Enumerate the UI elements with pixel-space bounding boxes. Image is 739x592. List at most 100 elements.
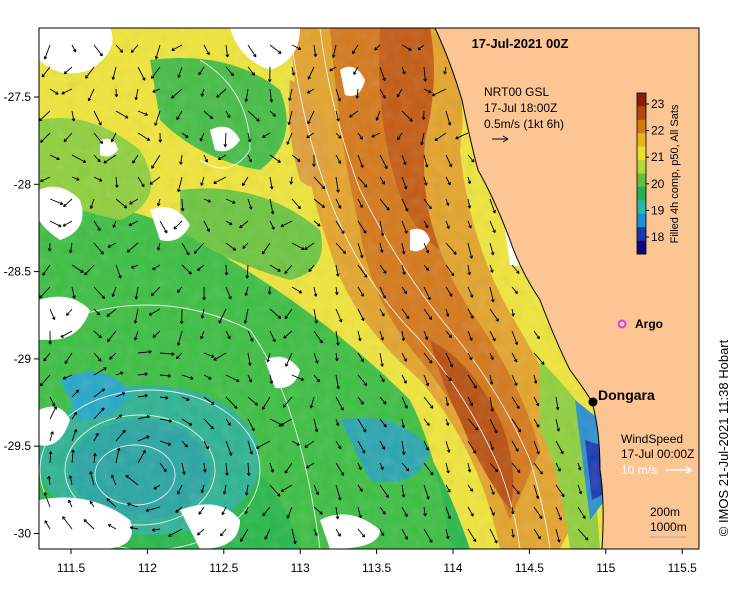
current-vector-arrow — [153, 484, 161, 490]
current-vector-arrow — [467, 198, 472, 209]
current-vector-arrow — [555, 440, 564, 455]
current-vector-arrow — [93, 286, 106, 300]
current-vector-arrow — [176, 330, 183, 346]
current-vector-arrow — [110, 132, 117, 143]
wind-legend-scale: 10 m/s — [621, 463, 657, 477]
current-vector-arrow — [41, 66, 51, 78]
current-vector-arrow — [159, 374, 171, 378]
y-tick-label: -28 — [14, 177, 32, 191]
current-vector-arrow — [357, 330, 362, 342]
isobath-legend: 200m 1000m — [650, 505, 687, 538]
current-vector-arrow — [225, 242, 237, 251]
current-vector-arrow — [489, 484, 495, 495]
cloud-gaps — [39, 28, 540, 549]
current-vector-arrow — [401, 110, 413, 122]
current-vector-arrow — [93, 44, 103, 57]
current-vector-arrow — [335, 374, 340, 390]
x-tick-label: 115.5 — [668, 561, 697, 575]
current-vector-arrow — [423, 396, 434, 409]
current-vector-arrow — [269, 264, 281, 272]
current-vector-arrow — [137, 450, 146, 464]
current-vector-arrow — [379, 308, 385, 317]
argo-marker-icon — [617, 319, 627, 329]
current-vector-arrow — [203, 44, 210, 56]
current-vector-arrow — [335, 88, 342, 102]
colorbar-cell — [637, 93, 646, 107]
current-vector-arrow — [379, 506, 386, 515]
current-vector-arrow — [225, 110, 231, 119]
x-tick-label: 112.5 — [209, 561, 238, 575]
current-vector-arrow — [247, 198, 253, 210]
current-vector-arrow — [137, 350, 152, 354]
current-vector-arrow — [286, 132, 293, 145]
current-vector-arrow — [379, 462, 384, 471]
current-vector-arrow — [401, 66, 406, 75]
current-vector-arrow — [216, 88, 227, 98]
current-vector-arrow — [247, 66, 255, 76]
current-vector-arrow — [313, 528, 318, 536]
current-vector-arrow — [313, 220, 321, 227]
current-vector-arrow — [223, 132, 228, 148]
current-vector-arrow — [225, 330, 231, 340]
colorbar-cell — [637, 240, 646, 255]
colorbar-tick-label: 23 — [651, 97, 665, 111]
current-vector-arrow — [467, 220, 472, 229]
argo-float: Argo — [617, 317, 663, 331]
current-vector-arrow — [511, 330, 519, 346]
current-vector-arrow — [511, 462, 521, 474]
current-vector-arrow — [148, 308, 161, 316]
current-vector-arrow — [203, 418, 214, 430]
current-vector-arrow — [115, 429, 126, 442]
current-vector-arrow — [417, 44, 425, 51]
current-vector-arrow — [68, 475, 73, 486]
current-vector-arrow — [242, 176, 249, 186]
current-vector-arrow — [305, 462, 315, 469]
current-vector-arrow — [335, 506, 340, 520]
current-vector-arrow — [335, 264, 340, 277]
current-vector-arrow — [467, 264, 472, 276]
current-vector-arrow — [420, 132, 425, 146]
current-vector-arrow — [129, 198, 139, 205]
current-vector-arrow — [39, 374, 51, 387]
current-vector-arrow — [357, 154, 364, 168]
current-vector-arrow — [287, 110, 293, 126]
current-vector-arrow — [134, 286, 139, 300]
current-vector-arrow — [115, 176, 119, 188]
current-vector-arrow — [107, 242, 117, 248]
current-vector-arrow — [200, 176, 205, 186]
current-vector-arrow — [423, 506, 427, 517]
current-legend: NRT00 GSL 17-Jul 18:00Z 0.5m/s (1kt 6h) — [484, 85, 564, 143]
current-vector-arrow — [423, 352, 433, 364]
current-vector-arrow — [71, 176, 80, 181]
current-vector-arrow — [445, 220, 450, 229]
current-vector-arrow — [335, 396, 344, 411]
current-vector-arrow — [267, 286, 272, 295]
plot-frame — [38, 27, 700, 550]
current-vector-arrow — [396, 88, 403, 98]
current-legend-time: 17-Jul 18:00Z — [484, 101, 557, 115]
current-vector-arrow — [247, 132, 252, 143]
current-vector-arrow — [269, 374, 274, 384]
current-vector-arrow — [240, 528, 249, 542]
current-vector-arrow — [261, 242, 271, 255]
current-vector-arrow — [489, 440, 494, 451]
current-vector-arrow — [357, 132, 363, 140]
current-vector-arrow — [445, 374, 452, 382]
current-vector-arrow — [203, 198, 211, 203]
current-vector-arrow — [198, 506, 205, 515]
current-vector-arrow — [397, 132, 403, 141]
colorbar-tick-label: 20 — [651, 177, 665, 191]
colorbar-cell — [637, 227, 646, 242]
current-vector-arrow — [533, 330, 540, 340]
current-vector-arrow — [134, 88, 139, 101]
current-vector-arrow — [401, 330, 406, 342]
current-vector-arrow — [179, 154, 183, 165]
current-vector-arrow — [312, 155, 316, 167]
current-vector-arrow — [149, 176, 161, 185]
current-vector-arrow — [511, 352, 518, 363]
colorbar-cell — [637, 106, 646, 121]
current-vector-arrow — [43, 352, 51, 362]
current-vector-arrow — [87, 88, 95, 102]
current-vector-arrow — [71, 411, 77, 420]
current-vector-arrow — [401, 484, 406, 498]
